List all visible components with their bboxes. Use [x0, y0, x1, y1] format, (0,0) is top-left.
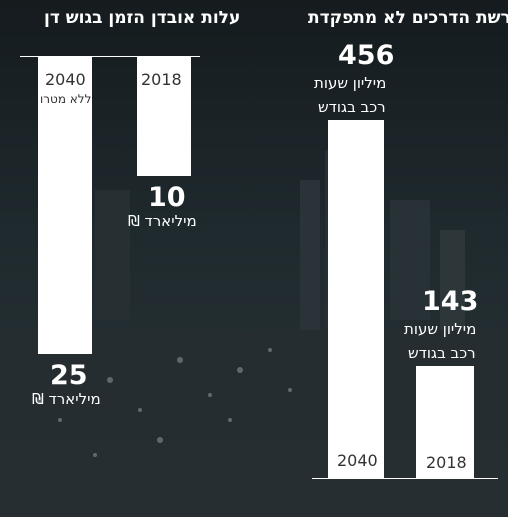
right-bar-2018-category: 2018: [426, 453, 467, 472]
left-bar-2018-category: 2018: [141, 70, 182, 89]
right-bar-2018: [416, 365, 474, 478]
left-unit-2018: מיליארד ₪: [128, 212, 197, 230]
left-chart-baseline: [20, 56, 200, 57]
right-value-2018: 143: [422, 286, 479, 317]
left-value-2018: 10: [148, 182, 186, 213]
right-unit-2018-line1: מיליון שעות: [404, 320, 477, 338]
right-value-2040: 456: [338, 40, 395, 71]
left-bar-2018: [137, 57, 191, 176]
right-chart-title: רשת הדרכים לא מתפקדת: [308, 8, 508, 28]
right-bar-2040-category: 2040: [337, 451, 378, 470]
right-unit-2040-line1: מיליון שעות: [314, 74, 387, 92]
left-bar-2040-category: 2040: [45, 70, 86, 89]
right-unit-2018-line2: רכב בגודש: [408, 344, 476, 362]
left-bar-2040: [38, 57, 92, 354]
right-chart-baseline: [312, 478, 498, 479]
right-unit-2040-line2: רכב בגודש: [318, 98, 386, 116]
right-bar-2040: [328, 120, 384, 478]
left-chart-title: עלות אובדן הזמן בגוש דן: [44, 8, 241, 28]
left-value-2040: 25: [50, 360, 88, 391]
left-bar-2040-note: ללא מטרו: [40, 92, 92, 106]
left-unit-2040: מיליארד ₪: [32, 390, 101, 408]
